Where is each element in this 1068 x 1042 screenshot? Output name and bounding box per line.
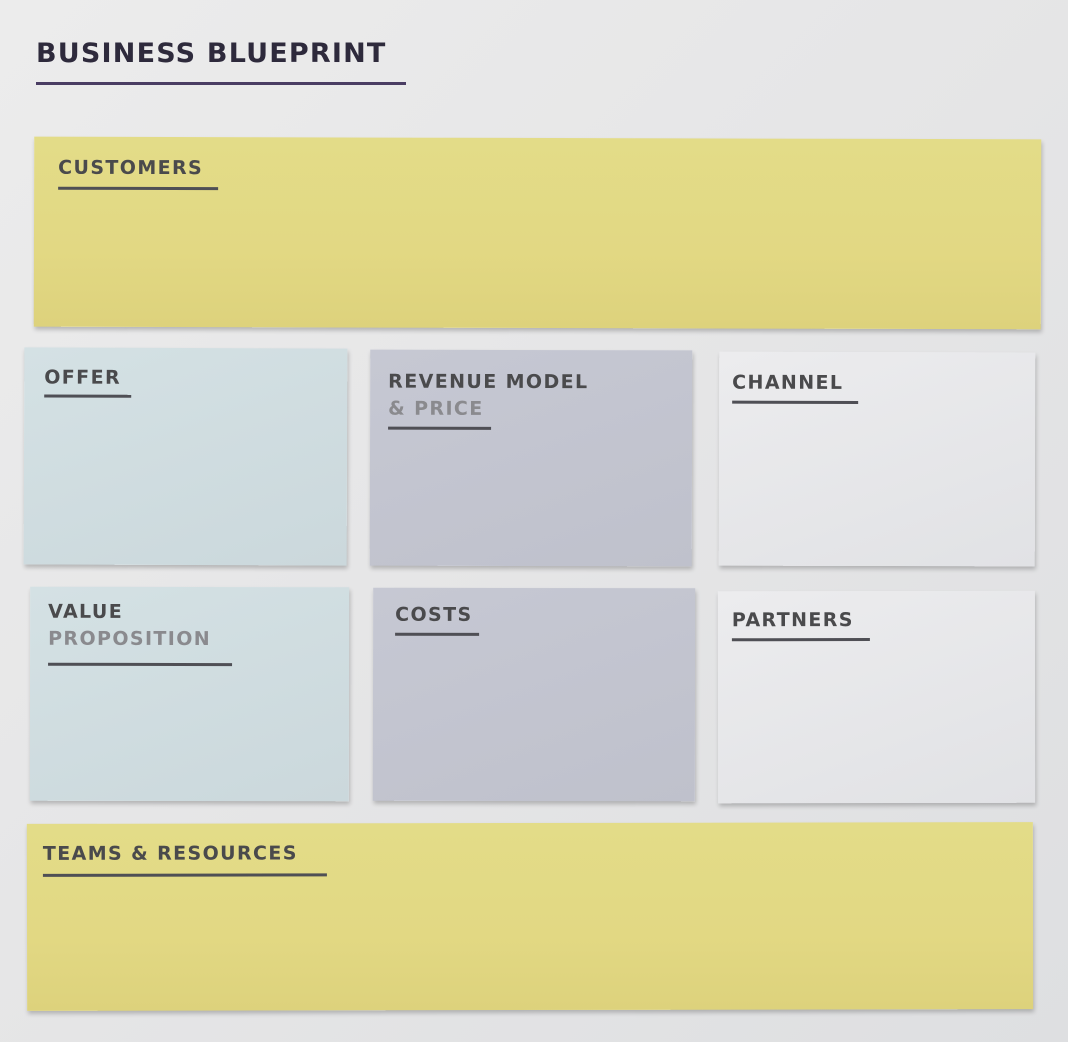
revenue-model-label-underline <box>388 426 492 430</box>
value-proposition-label-line1: VALUE <box>48 600 124 623</box>
channel-label: CHANNEL <box>732 371 844 394</box>
teams-resources-card[interactable]: TEAMS & RESOURCES <box>26 822 1034 1011</box>
partners-card[interactable]: PARTNERS <box>717 590 1036 804</box>
revenue-model-label: REVENUE MODEL & PRICE <box>388 369 588 424</box>
costs-card[interactable]: COSTS <box>372 587 696 802</box>
customers-label-underline <box>58 186 219 191</box>
value-proposition-label-underline <box>48 662 233 667</box>
offer-label: OFFER <box>44 366 122 389</box>
customers-card[interactable]: CUSTOMERS <box>33 136 1042 330</box>
costs-label: COSTS <box>395 603 473 626</box>
value-proposition-label-line2: PROPOSITION <box>48 627 212 651</box>
value-proposition-label: VALUE PROPOSITION <box>48 599 211 653</box>
channel-card[interactable]: CHANNEL <box>718 351 1036 567</box>
board-title-underline <box>36 82 406 85</box>
teams-resources-label-underline <box>42 873 327 877</box>
partners-label: PARTNERS <box>731 609 854 632</box>
revenue-model-label-line2: & PRICE <box>388 397 484 420</box>
teams-resources-label: TEAMS & RESOURCES <box>42 842 298 865</box>
revenue-model-label-line1: REVENUE MODEL <box>388 370 589 394</box>
partners-label-underline <box>731 638 870 642</box>
channel-label-underline <box>732 400 859 404</box>
offer-label-underline <box>44 394 132 398</box>
value-proposition-card[interactable]: VALUE PROPOSITION <box>29 586 350 802</box>
board-title: BUSINESS BLUEPRINT <box>36 38 387 69</box>
revenue-model-card[interactable]: REVENUE MODEL & PRICE <box>369 349 693 567</box>
offer-card[interactable]: OFFER <box>23 347 348 566</box>
costs-label-underline <box>395 632 480 636</box>
customers-label: CUSTOMERS <box>58 156 204 180</box>
